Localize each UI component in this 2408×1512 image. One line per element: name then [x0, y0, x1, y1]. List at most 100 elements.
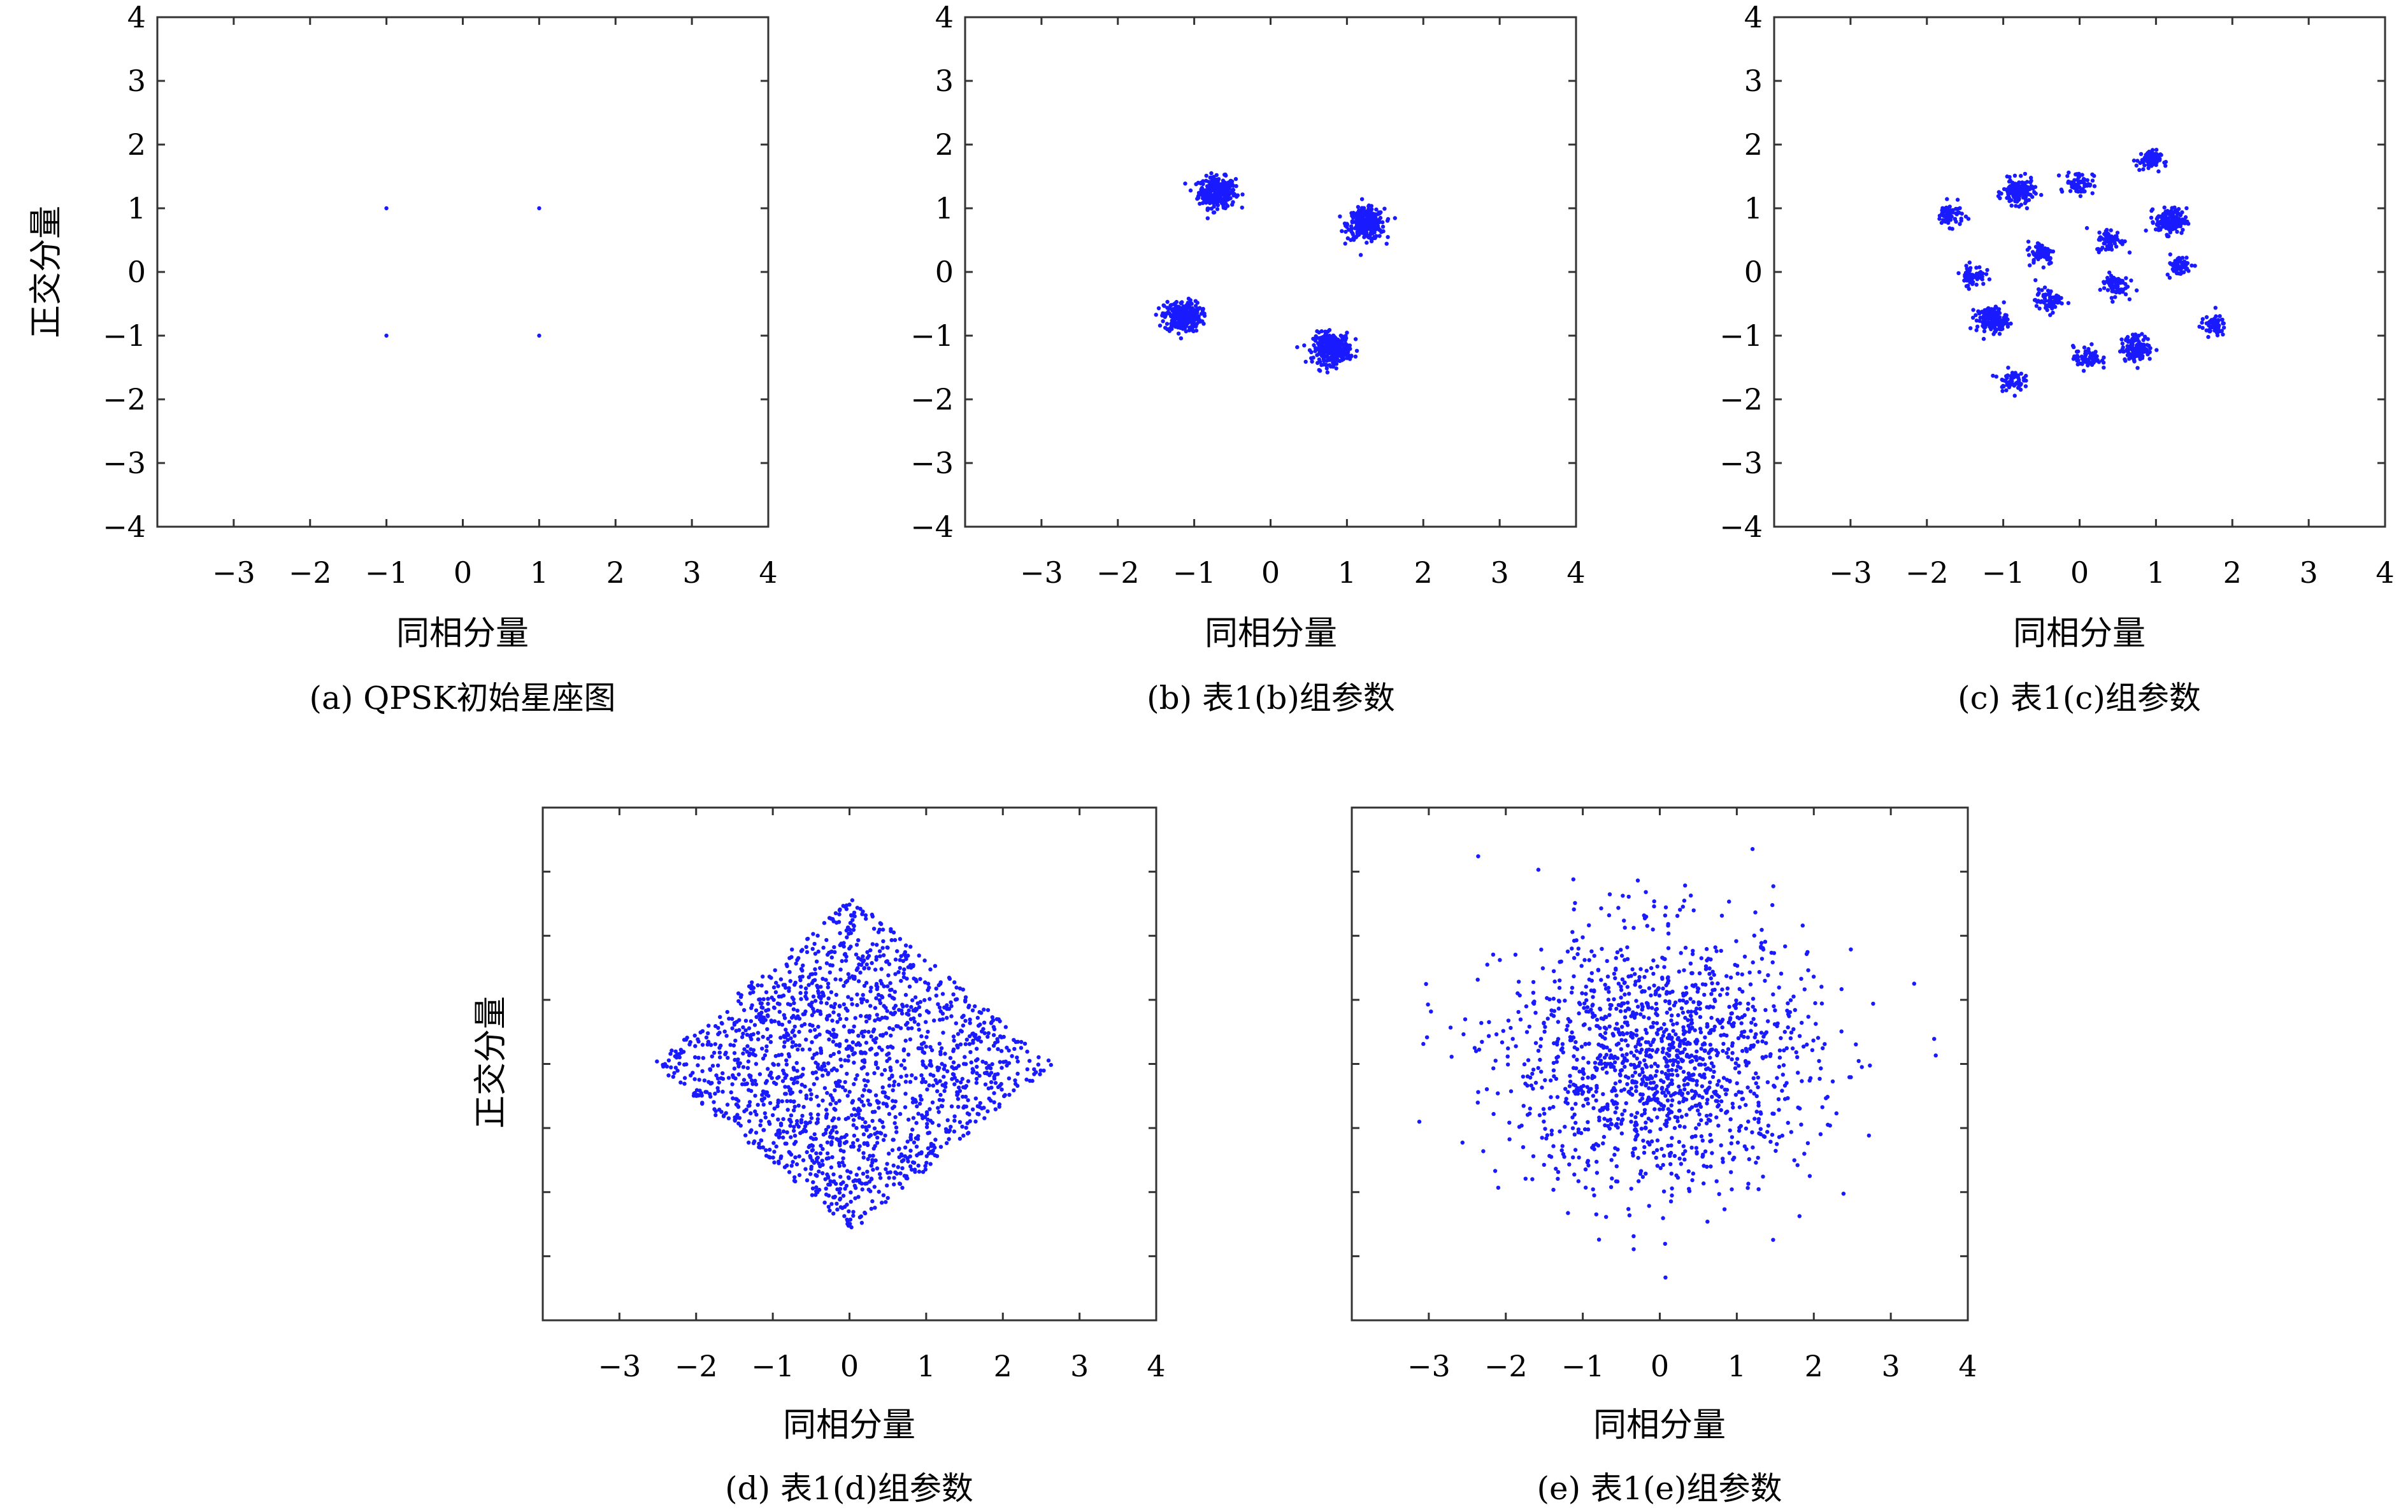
data-point	[704, 1035, 709, 1040]
data-point	[873, 1109, 877, 1114]
data-point	[803, 1009, 808, 1014]
data-point	[1340, 229, 1344, 233]
data-point	[993, 1081, 998, 1085]
data-point	[970, 1107, 975, 1112]
data-point	[838, 1042, 842, 1046]
data-point	[880, 1201, 884, 1205]
data-point	[750, 1078, 754, 1083]
data-point	[2109, 296, 2114, 300]
data-point	[2042, 285, 2047, 290]
data-point	[957, 1136, 963, 1141]
data-point	[1318, 359, 1322, 364]
data-point	[839, 1135, 844, 1140]
data-point	[719, 1076, 724, 1081]
data-point	[1982, 308, 1987, 313]
data-point	[2075, 362, 2080, 367]
data-point	[2209, 318, 2214, 322]
data-point	[1295, 345, 1300, 350]
data-point	[717, 1108, 722, 1112]
data-point	[2067, 170, 2071, 175]
data-point	[757, 1072, 763, 1076]
data-point	[2204, 328, 2209, 332]
data-point	[949, 1004, 954, 1008]
data-point	[2156, 169, 2161, 174]
data-point	[899, 1011, 905, 1016]
data-point	[2049, 260, 2053, 265]
data-point	[818, 1151, 823, 1156]
data-point	[829, 990, 834, 995]
data-point	[828, 1053, 833, 1059]
data-point	[928, 1059, 933, 1064]
data-point	[2007, 179, 2012, 184]
data-point	[942, 1067, 947, 1071]
data-point	[954, 985, 959, 990]
data-point	[1426, 1002, 1430, 1007]
data-point	[840, 1085, 845, 1090]
data-point	[1216, 183, 1221, 187]
data-point	[1215, 203, 1221, 208]
data-point	[815, 985, 821, 990]
data-point	[1714, 1179, 1719, 1183]
data-point	[2041, 265, 2046, 270]
data-point	[1211, 193, 1215, 197]
data-point	[751, 1141, 756, 1146]
data-point	[2102, 355, 2106, 360]
data-point	[1173, 303, 1177, 307]
data-point	[922, 958, 927, 963]
data-point	[785, 1038, 790, 1042]
data-point	[843, 1080, 847, 1085]
data-point	[2072, 345, 2076, 350]
data-point	[857, 1180, 863, 1185]
data-point	[1967, 260, 1972, 265]
data-point	[1630, 1074, 1635, 1078]
data-point	[923, 1164, 928, 1168]
data-point	[1307, 348, 1312, 353]
data-point	[769, 1070, 773, 1075]
data-point	[1572, 938, 1577, 943]
panel-e: −3 −2 −1 0 1 2 3 4 同相分量 (e) 表1(e)组参数	[1351, 806, 1977, 1507]
data-point	[736, 1121, 741, 1126]
data-point	[1691, 948, 1695, 953]
y-tick-label: 3	[935, 64, 954, 98]
data-point	[1958, 206, 1962, 210]
y-tick-label: 0	[935, 255, 954, 289]
y-tick-label: −3	[910, 446, 954, 480]
data-point	[2107, 240, 2112, 245]
data-point	[887, 1111, 892, 1116]
data-point	[747, 1026, 752, 1031]
data-point	[1005, 1045, 1009, 1050]
data-point	[1631, 925, 1636, 931]
data-point	[771, 1005, 777, 1010]
data-point	[1327, 328, 1332, 332]
data-point	[1737, 987, 1742, 992]
data-point	[957, 1085, 961, 1090]
data-point	[838, 1205, 843, 1209]
data-point	[891, 1027, 896, 1032]
data-point	[766, 1067, 770, 1071]
data-point	[860, 1187, 864, 1192]
data-point	[1345, 331, 1349, 335]
x-tick-label: −1	[365, 555, 408, 590]
data-point	[885, 1195, 890, 1201]
data-point	[833, 977, 838, 981]
data-point	[1381, 229, 1386, 234]
data-point	[1957, 210, 1961, 215]
data-point	[2092, 174, 2096, 178]
data-point	[754, 1062, 759, 1066]
data-point	[818, 966, 822, 971]
caption-a: (a) QPSK初始星座图	[310, 680, 616, 717]
data-point	[926, 988, 930, 992]
data-point	[2089, 362, 2095, 367]
data-point	[1552, 1074, 1556, 1079]
data-point	[877, 998, 882, 1002]
data-point	[2116, 284, 2120, 289]
plot-frame-e	[1351, 806, 1969, 1322]
data-point	[1343, 241, 1347, 246]
data-point	[906, 1026, 911, 1031]
data-point	[863, 1210, 867, 1215]
data-point	[861, 1065, 866, 1069]
caption-d: (d) 表1(d)组参数	[725, 1470, 973, 1507]
data-point	[808, 1088, 812, 1092]
data-point	[2096, 246, 2100, 252]
data-point	[791, 1040, 796, 1045]
